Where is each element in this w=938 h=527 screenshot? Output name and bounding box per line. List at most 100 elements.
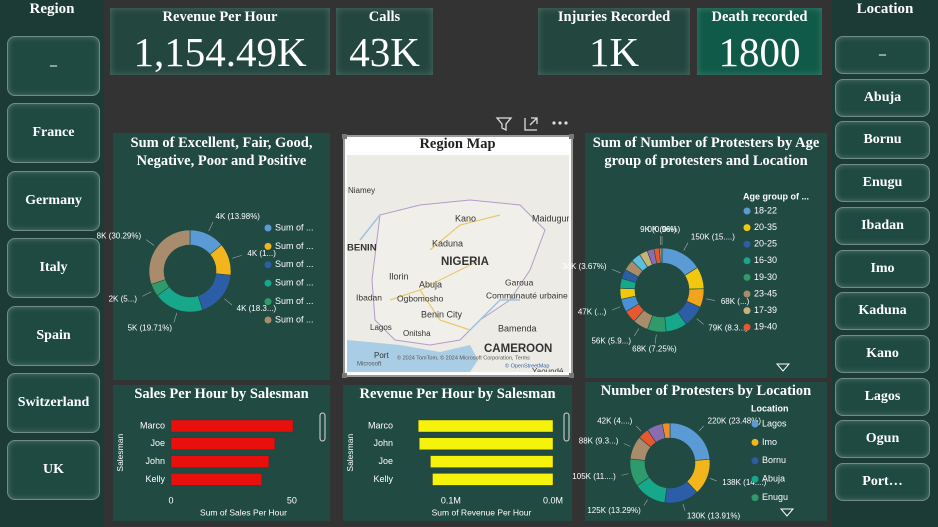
- legend-label: 17-39: [754, 305, 777, 315]
- data-label: 56K (5.9...): [591, 336, 631, 345]
- map-label: Ibadan: [356, 292, 382, 302]
- slicer-button[interactable]: Ogun: [835, 420, 930, 459]
- leader-line: [142, 291, 152, 297]
- scroll-arrow[interactable]: [775, 363, 791, 372]
- legend-swatch: [264, 261, 272, 269]
- slicer-button[interactable]: –: [7, 36, 100, 96]
- legend-swatch: [264, 224, 272, 232]
- frame-handle[interactable]: [569, 373, 574, 378]
- slicer-button[interactable]: Spain: [7, 305, 100, 366]
- leader-line: [706, 298, 716, 301]
- map-label: Bamenda: [498, 323, 537, 333]
- legend-label: Enugu: [762, 492, 788, 502]
- legend-swatch: [743, 323, 751, 331]
- leader-line: [623, 443, 631, 447]
- legend-swatch: [264, 242, 272, 250]
- bar: [170, 473, 263, 486]
- data-label: 42K (4....): [597, 417, 632, 426]
- slicer-button[interactable]: Italy: [7, 238, 100, 299]
- legend-title: Age group of ...: [743, 191, 809, 201]
- scrollbar[interactable]: [319, 412, 326, 442]
- chart-title: Number of Protesters by Location: [600, 383, 812, 399]
- slicer-button[interactable]: Kano: [835, 334, 930, 373]
- map-river: [359, 214, 520, 331]
- card: [697, 8, 822, 75]
- legend-swatch: [743, 273, 751, 281]
- category-label: Kelly: [373, 474, 393, 484]
- x-tick-label: 0.0M: [543, 495, 563, 505]
- chart-title: Revenue Per Hour by Salesman: [359, 386, 556, 402]
- leader-line: [611, 269, 621, 274]
- slicer-title: Region: [29, 1, 75, 17]
- legend-label: 20-35: [754, 222, 777, 232]
- slicer-button[interactable]: Abuja: [835, 78, 930, 117]
- card-value: 43K: [349, 29, 420, 75]
- slicer-button[interactable]: Kaduna: [835, 292, 930, 331]
- y-axis-title: Salesman: [115, 434, 125, 472]
- legend-swatch: [264, 316, 272, 324]
- legend-label: 18-22: [754, 205, 777, 215]
- slicer-button[interactable]: France: [7, 103, 100, 164]
- data-label: 88K (9.3...): [579, 436, 619, 445]
- legend-label: Sum of ...: [275, 296, 314, 306]
- leader-line: [145, 239, 155, 246]
- legend-swatch: [743, 207, 751, 215]
- map-label: Niamey: [348, 186, 375, 195]
- more-icon[interactable]: [552, 121, 568, 125]
- legend-swatch: [751, 494, 759, 502]
- slicer-button[interactable]: Enugu: [835, 164, 930, 203]
- x-tick-label: 0: [168, 495, 173, 505]
- slicer-button[interactable]: Switzerland: [7, 373, 100, 433]
- legend-label: 20-25: [754, 239, 777, 249]
- frame-handle[interactable]: [342, 373, 347, 378]
- frame-handle[interactable]: [342, 134, 347, 139]
- slicer-button[interactable]: –: [835, 36, 930, 74]
- x-tick-label: 0.1M: [441, 495, 461, 505]
- slicer-button[interactable]: Lagos: [835, 377, 930, 416]
- slicer-button[interactable]: UK: [7, 440, 100, 501]
- filter-icon[interactable]: [495, 117, 513, 132]
- bar: [170, 419, 294, 433]
- slicer-button[interactable]: Germany: [7, 170, 100, 231]
- data-label: 68K (...): [721, 297, 750, 306]
- leader-line: [696, 318, 704, 325]
- map-osm: © OpenStreetMap: [505, 362, 549, 369]
- donut-slice: [661, 422, 671, 439]
- legend-swatch: [743, 224, 751, 232]
- slicer-button[interactable]: Port…: [835, 463, 930, 501]
- data-label: 0K (0%): [648, 225, 677, 234]
- legend-swatch: [264, 279, 272, 287]
- map-country: [371, 199, 546, 346]
- legend-swatch: [751, 438, 759, 446]
- card-value: 1K: [588, 29, 640, 75]
- data-label: 220K (23.48%): [708, 417, 762, 426]
- data-label: 130K (13.91%): [687, 512, 741, 521]
- map-label: Maiduguri: [532, 213, 572, 223]
- focus-icon[interactable]: [524, 117, 538, 131]
- leader-line: [682, 503, 686, 511]
- legend-swatch: [743, 240, 751, 248]
- leader-line: [621, 473, 629, 476]
- legend-label: Sum of ...: [275, 259, 314, 269]
- slicer-button[interactable]: Ibadan: [835, 206, 930, 245]
- map-title: Region Map: [419, 136, 496, 152]
- map-label: Abuja: [419, 279, 442, 289]
- map-label: Yaoundé: [532, 367, 564, 376]
- scroll-arrow[interactable]: [779, 508, 795, 517]
- bar: [170, 437, 276, 450]
- legend-label: Abuja: [762, 474, 785, 484]
- legend-label: 16-30: [754, 255, 777, 265]
- frame-handle[interactable]: [569, 134, 574, 139]
- data-label: 68K (7.25%): [632, 345, 677, 354]
- data-label: 105K (11....): [572, 472, 616, 481]
- legend-label: Lagos: [762, 418, 787, 428]
- slicer-button[interactable]: Bornu: [835, 121, 930, 160]
- category-label: Joe: [378, 456, 393, 466]
- scrollbar[interactable]: [563, 412, 570, 442]
- card-title: Injuries Recorded: [557, 9, 671, 25]
- leader-line: [208, 221, 214, 232]
- slicer-button[interactable]: Imo: [835, 249, 930, 288]
- slicer-title: Location: [856, 1, 914, 17]
- card-title: Calls: [368, 9, 401, 25]
- legend-swatch: [751, 457, 759, 465]
